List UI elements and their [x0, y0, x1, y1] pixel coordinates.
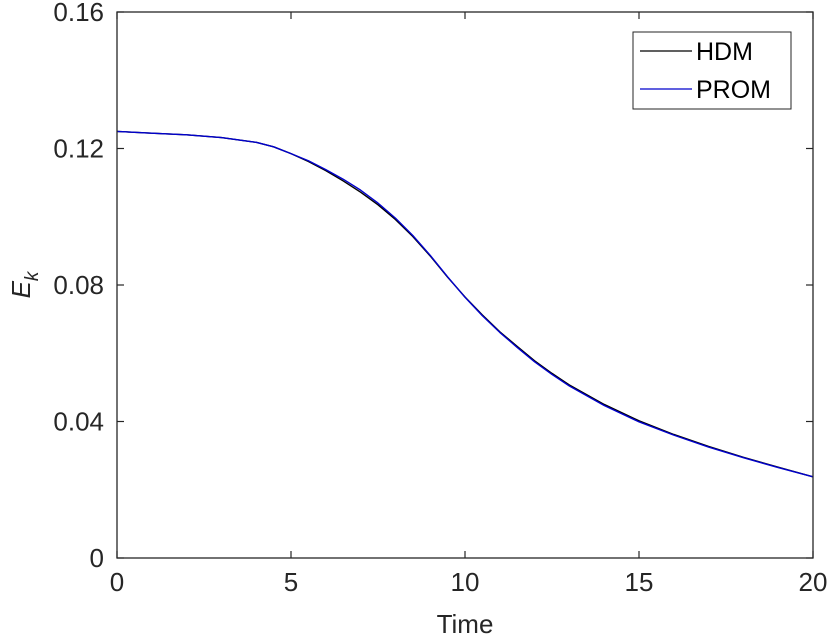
y-axis-label-subscript: k [22, 270, 43, 281]
legend: HDM PROM [632, 31, 792, 110]
y-tick-label: 0.16 [53, 0, 104, 27]
series-line-hdm [116, 130, 814, 478]
legend-label-prom: PROM [696, 76, 771, 104]
x-axis: 0 5 10 15 20 [110, 12, 828, 597]
y-axis-label-main: E [6, 280, 36, 298]
series-line-prom [116, 130, 814, 478]
svg-text:Ek: Ek [6, 270, 43, 298]
y-axis: 0 0.04 0.08 0.12 0.16 [53, 0, 813, 573]
series-layer [116, 130, 814, 478]
x-tick-label: 15 [625, 567, 654, 597]
legend-label-hdm: HDM [696, 38, 753, 66]
x-tick-label: 10 [451, 567, 480, 597]
y-tick-label: 0 [90, 543, 104, 573]
y-tick-label: 0.04 [53, 407, 104, 437]
x-axis-label: Time [437, 609, 494, 636]
x-tick-label: 5 [284, 567, 298, 597]
x-tick-label: 20 [799, 567, 828, 597]
y-axis-label: Ek [6, 270, 43, 298]
y-tick-label: 0.12 [53, 134, 104, 164]
y-tick-label: 0.08 [53, 270, 104, 300]
x-tick-label: 0 [110, 567, 124, 597]
legend-box [632, 31, 792, 110]
